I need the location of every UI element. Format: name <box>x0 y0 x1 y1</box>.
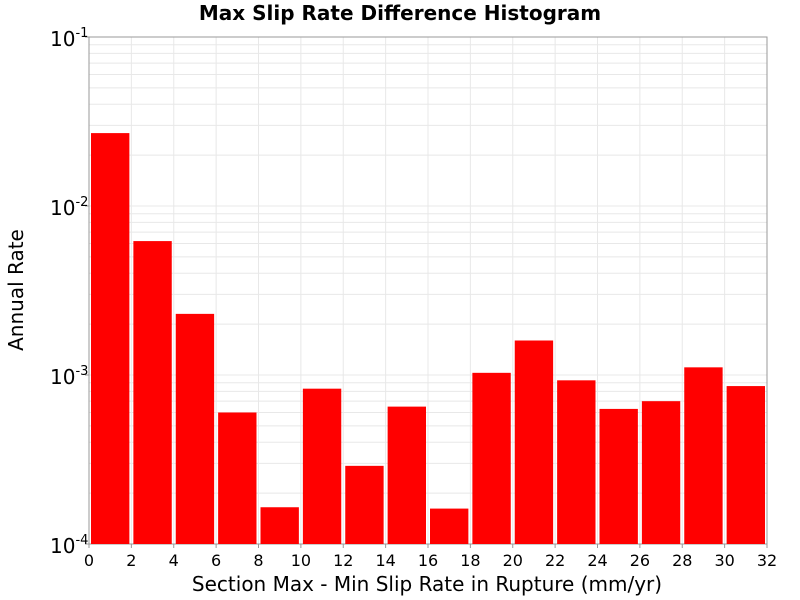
y-tick-label: 10-4 <box>50 533 88 558</box>
y-tick-label: 10-1 <box>50 26 88 51</box>
x-tick-label: 18 <box>460 551 480 570</box>
x-tick-label: 26 <box>630 551 650 570</box>
histogram-bar <box>641 401 681 544</box>
histogram-bar <box>430 508 469 544</box>
x-tick-label: 14 <box>375 551 395 570</box>
x-tick-label: 28 <box>672 551 692 570</box>
x-tick-label: 12 <box>333 551 353 570</box>
histogram-bar <box>260 507 299 544</box>
histogram-bar <box>472 372 511 544</box>
x-axis-label: Section Max - Min Slip Rate in Rupture (… <box>192 572 662 596</box>
y-tick-label: 10-2 <box>50 195 88 220</box>
x-tick-label: 20 <box>503 551 523 570</box>
x-tick-label: 0 <box>84 551 94 570</box>
x-tick-label: 30 <box>714 551 734 570</box>
x-tick-label: 10 <box>291 551 311 570</box>
y-axis-ticks: 10-1 10-2 10-3 10-4 <box>50 26 89 558</box>
histogram-bar <box>514 340 554 544</box>
x-tick-label: 6 <box>211 551 221 570</box>
histogram-bar <box>133 241 172 544</box>
histogram-bar <box>345 465 384 544</box>
x-tick-label: 22 <box>545 551 565 570</box>
histogram-bar <box>175 313 215 544</box>
histogram-bar <box>557 380 596 544</box>
histogram-bar <box>302 388 342 544</box>
histogram-bar <box>726 386 765 544</box>
histogram-bar <box>91 133 130 544</box>
x-tick-label: 8 <box>253 551 263 570</box>
histogram-bar <box>387 406 426 544</box>
x-tick-label: 4 <box>169 551 179 570</box>
x-axis-ticks: 0 2 4 6 8 10 12 14 16 18 20 22 24 26 28 30 32 <box>84 544 777 570</box>
x-tick-label: 16 <box>418 551 438 570</box>
histogram-bar <box>599 408 638 544</box>
y-axis-label: Annual Rate <box>4 229 28 351</box>
x-tick-label: 2 <box>126 551 136 570</box>
x-tick-label: 24 <box>587 551 607 570</box>
chart-title: Max Slip Rate Difference Histogram <box>199 1 601 25</box>
bars <box>91 133 765 544</box>
histogram-bar <box>218 412 257 544</box>
x-tick-label: 32 <box>757 551 777 570</box>
histogram-bar <box>684 367 723 544</box>
y-tick-label: 10-3 <box>50 364 88 389</box>
